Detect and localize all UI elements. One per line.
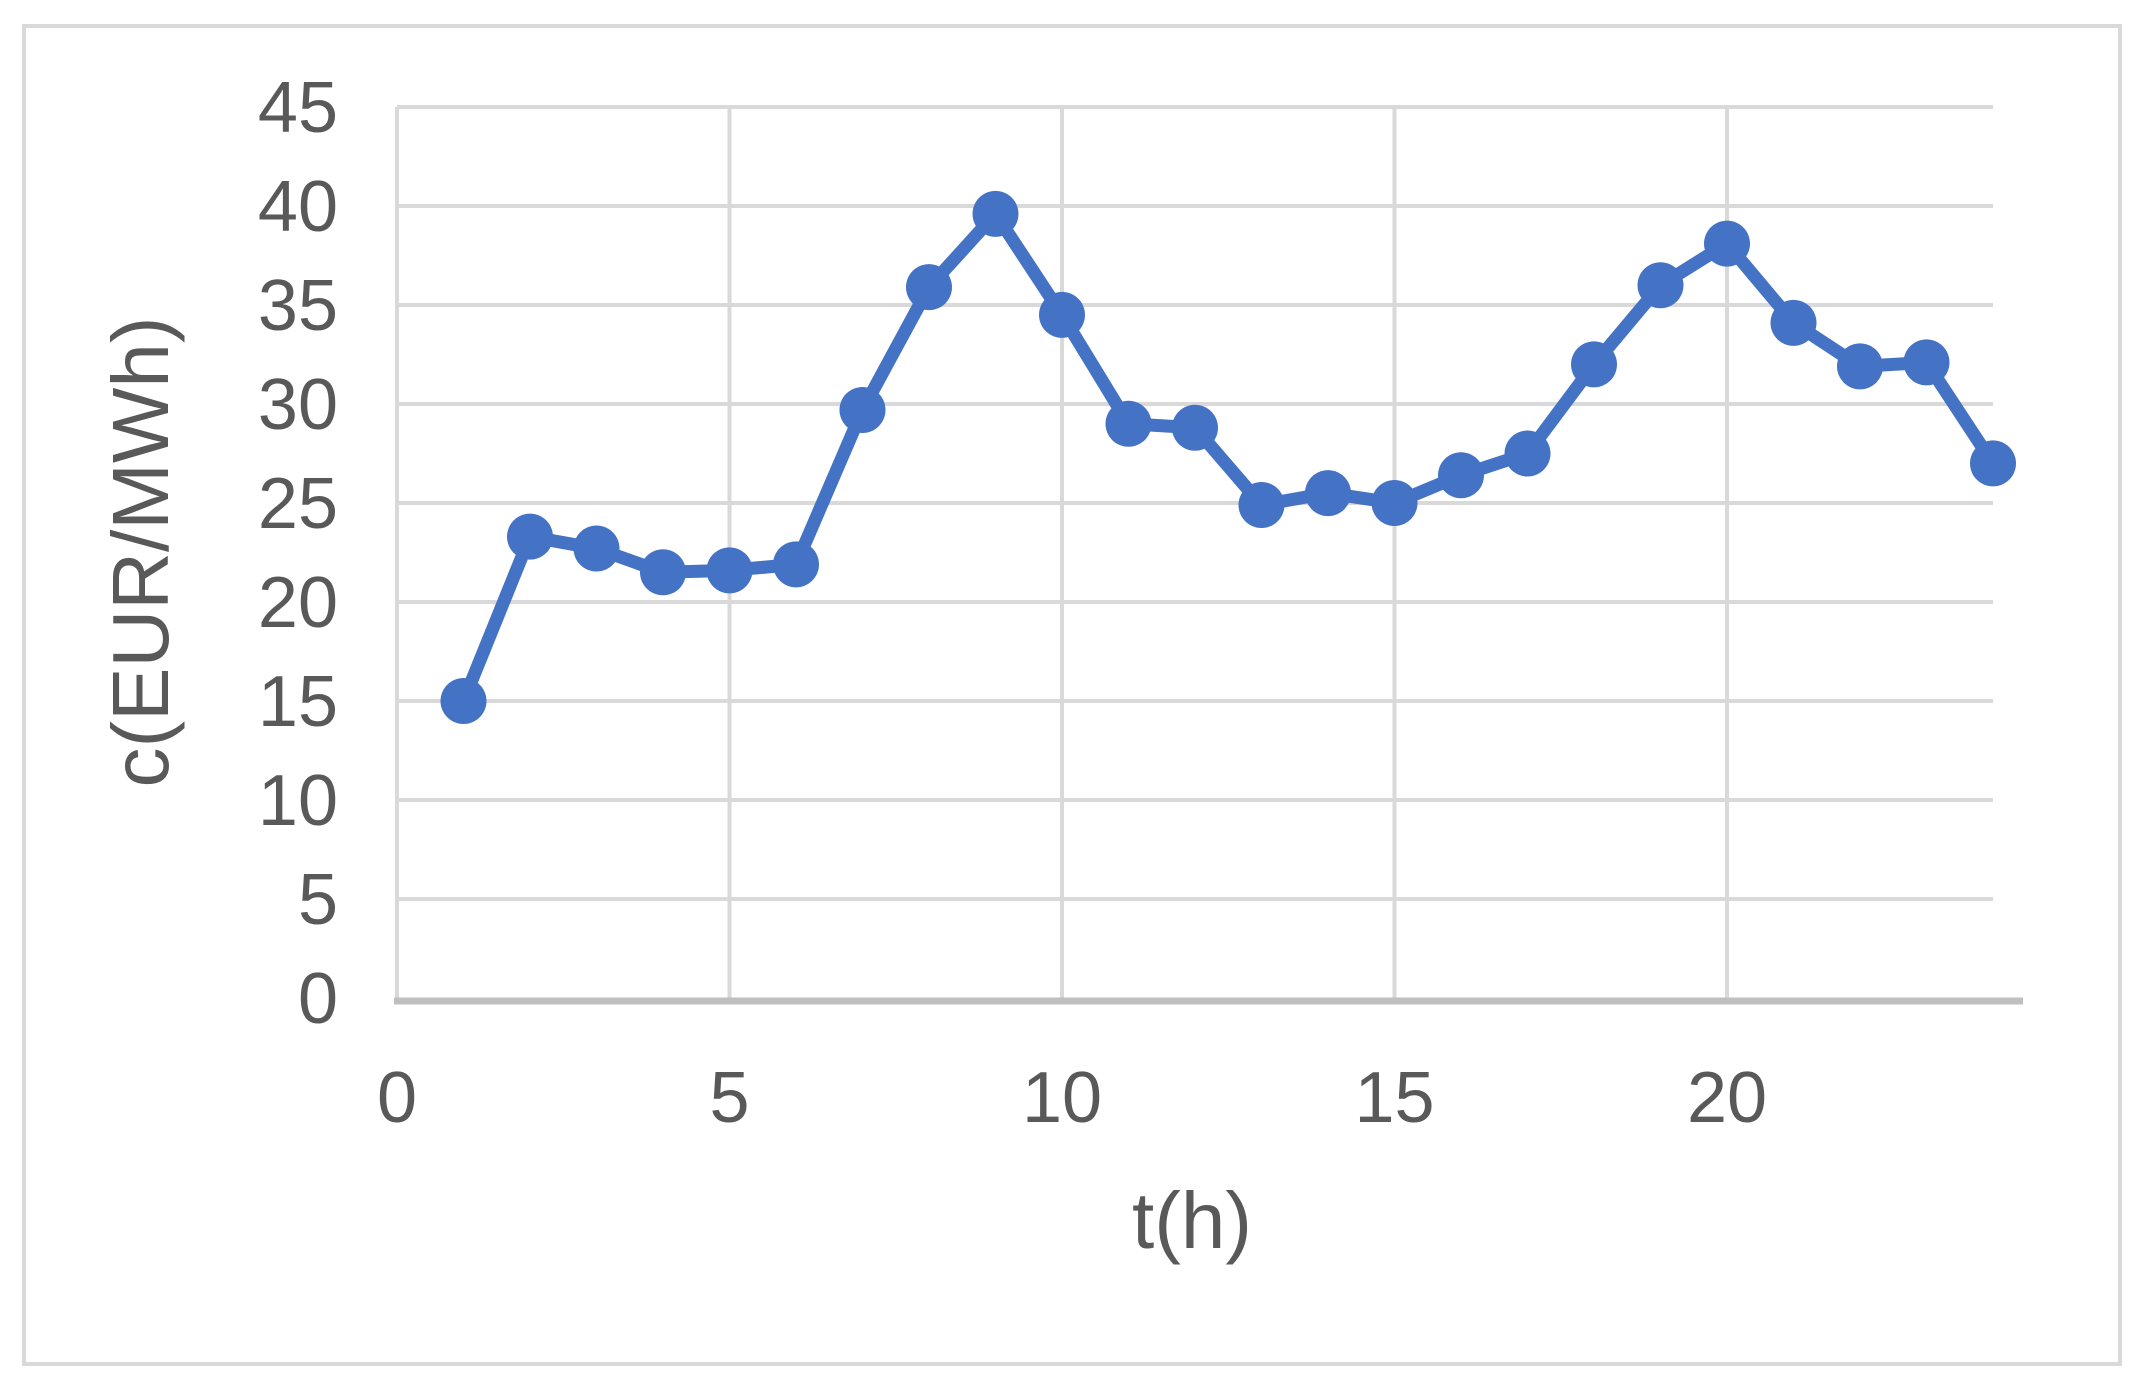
y-axis-tick-labels: 0 5 10 15 20 25 30 35 40 45 [258,68,338,1039]
data-point-h10 [1039,291,1085,338]
chart-border-frame [22,24,2122,1366]
data-point-h4 [640,549,686,596]
data-point-h1 [440,678,487,724]
data-point-h18 [1571,341,1617,388]
data-point-h2 [507,513,553,560]
x-tick-label-15: 15 [1354,1058,1434,1138]
y-tick-label-45: 45 [258,68,338,148]
y-tick-label-30: 30 [258,365,338,445]
price-series [440,190,2016,724]
y-tick-label-10: 10 [258,761,338,841]
data-point-h5 [706,547,753,594]
x-tick-label-0: 0 [377,1058,417,1138]
y-axis-title: c(EUR/MWh) [96,316,185,787]
data-point-h8 [906,264,952,311]
x-tick-label-5: 5 [709,1058,749,1138]
x-tick-label-20: 20 [1687,1058,1767,1138]
y-tick-label-40: 40 [258,167,338,247]
x-axis-title: t(h) [1132,1176,1252,1265]
y-tick-label-20: 20 [258,563,338,643]
data-point-h6 [773,541,819,588]
data-point-h16 [1438,452,1484,499]
data-point-h21 [1770,299,1817,346]
data-point-h22 [1837,343,1883,390]
y-tick-label-35: 35 [258,266,338,346]
y-tick-label-25: 25 [258,464,338,544]
data-point-h12 [1172,404,1218,451]
data-point-h14 [1305,470,1351,517]
data-point-h13 [1238,481,1285,528]
data-point-h17 [1504,430,1551,477]
y-tick-label-15: 15 [258,662,338,742]
data-point-h11 [1105,400,1152,447]
data-point-h7 [839,386,886,433]
data-point-h24 [1970,440,2016,487]
series-line [457,207,2000,708]
horizontal-gridlines [397,105,1993,901]
x-tick-label-10: 10 [1022,1058,1102,1138]
data-point-h9 [972,190,1019,237]
data-point-h19 [1637,262,1684,309]
data-point-h20 [1704,220,1750,267]
data-point-h15 [1371,480,1418,526]
data-point-h23 [1903,339,1950,386]
data-point-h3 [573,525,620,572]
x-axis-tick-labels: 0 5 10 15 20 [377,1058,1767,1138]
y-tick-label-5: 5 [298,860,338,940]
y-tick-label-0: 0 [298,959,338,1039]
